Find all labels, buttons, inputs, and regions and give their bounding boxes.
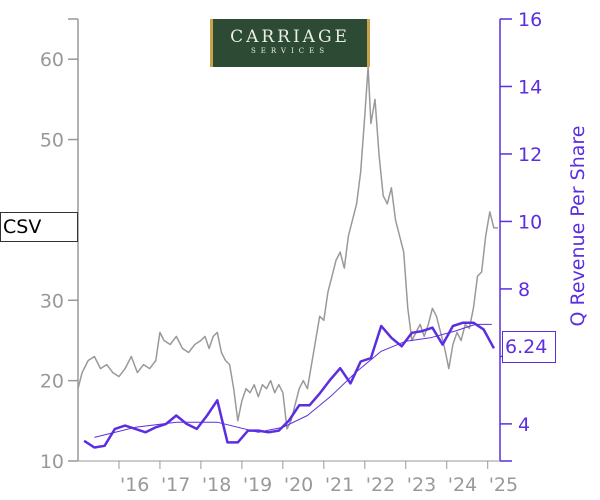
right-axis-tick-label: 16 (518, 9, 542, 31)
right-axis-tick-label: 8 (518, 279, 530, 301)
x-axis-tick-label: '17 (161, 474, 190, 496)
x-axis-tick-label: '20 (284, 474, 313, 496)
left-axis-tick-label: 50 (40, 130, 64, 152)
price-line (77, 66, 498, 430)
company-logo: CARRIAGE SERVICES (210, 19, 370, 67)
x-axis-tick-label: '24 (448, 474, 477, 496)
x-axis: '16 '17 '18 '19 '20 '21 '22 '23 '24 '25 (78, 460, 518, 496)
right-axis-tick-label: 14 (518, 76, 542, 98)
trend-line (94, 323, 492, 438)
logo-sub-text: SERVICES (250, 47, 329, 55)
x-axis-tick-label: '18 (202, 474, 231, 496)
left-axis-tick-label: 10 (40, 451, 64, 473)
logo-main-text: CARRIAGE (230, 27, 350, 47)
right-axis-tick-label: 10 (518, 211, 542, 233)
right-axis-tick-label: 12 (518, 144, 542, 166)
left-axis-tick-label: 20 (40, 371, 64, 393)
ticker-label: CSV (0, 212, 78, 242)
x-axis-tick-label: '23 (407, 474, 436, 496)
left-axis: 10 20 30 50 60 (40, 18, 79, 473)
last-value-label: 6.24 (502, 331, 556, 363)
series-layer (77, 66, 498, 449)
x-axis-tick-label: '22 (366, 474, 395, 496)
revenue-line (83, 321, 495, 449)
left-axis-tick-label: 60 (40, 49, 64, 71)
right-axis-tick-label: 4 (518, 414, 530, 436)
x-axis-tick-label: '19 (243, 474, 272, 496)
right-axis-title-text: Q Revenue Per Share (567, 125, 589, 327)
x-axis-tick-label: '21 (325, 474, 354, 496)
x-axis-tick-label: '16 (120, 474, 149, 496)
right-axis: 4 8 10 12 14 16 (499, 9, 542, 462)
left-axis-tick-label: 30 (40, 290, 64, 312)
x-axis-tick-label: '25 (489, 474, 518, 496)
